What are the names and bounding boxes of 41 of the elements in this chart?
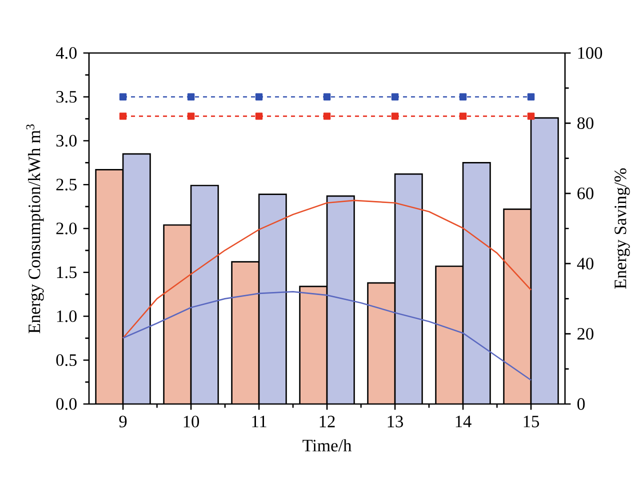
y-tick-label: 2.0 bbox=[56, 222, 77, 234]
y-tick-label: 1.0 bbox=[57, 310, 77, 322]
x-tick-label: 14 bbox=[456, 416, 472, 428]
y-tick-label: 0.5 bbox=[56, 354, 77, 366]
x-axis-title: Time/h bbox=[302, 439, 352, 452]
bar bbox=[232, 262, 259, 404]
y-tick-label: 4.0 bbox=[56, 47, 77, 59]
y2-tick-label: 0 bbox=[577, 398, 585, 410]
bar bbox=[123, 154, 150, 404]
line-series bbox=[122, 291, 532, 381]
x-tick-label: 11 bbox=[252, 416, 266, 428]
bar bbox=[368, 282, 395, 404]
bar bbox=[164, 224, 191, 404]
bar bbox=[395, 174, 422, 404]
y2-axis-title: Energy Saving/% bbox=[614, 168, 630, 289]
bar bbox=[259, 194, 286, 404]
x-tick-label: 12 bbox=[320, 416, 335, 428]
bar bbox=[530, 117, 559, 404]
bar bbox=[191, 186, 218, 404]
y2-tick-label: 80 bbox=[577, 117, 594, 130]
bar bbox=[463, 162, 490, 404]
y-tick-label: 1.5 bbox=[57, 266, 77, 278]
bar bbox=[300, 286, 327, 404]
y-tick-label: 3.5 bbox=[56, 91, 77, 103]
line-series bbox=[122, 200, 532, 339]
x-tick-label: 9 bbox=[119, 416, 127, 428]
y2-tick-label: 20 bbox=[577, 328, 594, 340]
bar bbox=[436, 266, 463, 404]
y-tick-label: 2.5 bbox=[56, 178, 77, 190]
y-axis-title: Energy Consumption/kWh m$^{3}$ bbox=[26, 124, 44, 334]
x-tick-label: 10 bbox=[184, 416, 200, 428]
y-tick-label: 0.0 bbox=[56, 398, 77, 410]
y-tick-label: 3.0 bbox=[56, 134, 77, 147]
bar bbox=[503, 208, 532, 404]
y2-tick-label: 40 bbox=[577, 258, 594, 270]
bar bbox=[96, 170, 123, 404]
y2-tick-label: 100 bbox=[578, 47, 602, 59]
x-tick-label: 15 bbox=[524, 416, 539, 428]
x-tick-label: 13 bbox=[388, 416, 403, 428]
y2-tick-label: 60 bbox=[577, 188, 594, 200]
bar bbox=[327, 196, 354, 404]
